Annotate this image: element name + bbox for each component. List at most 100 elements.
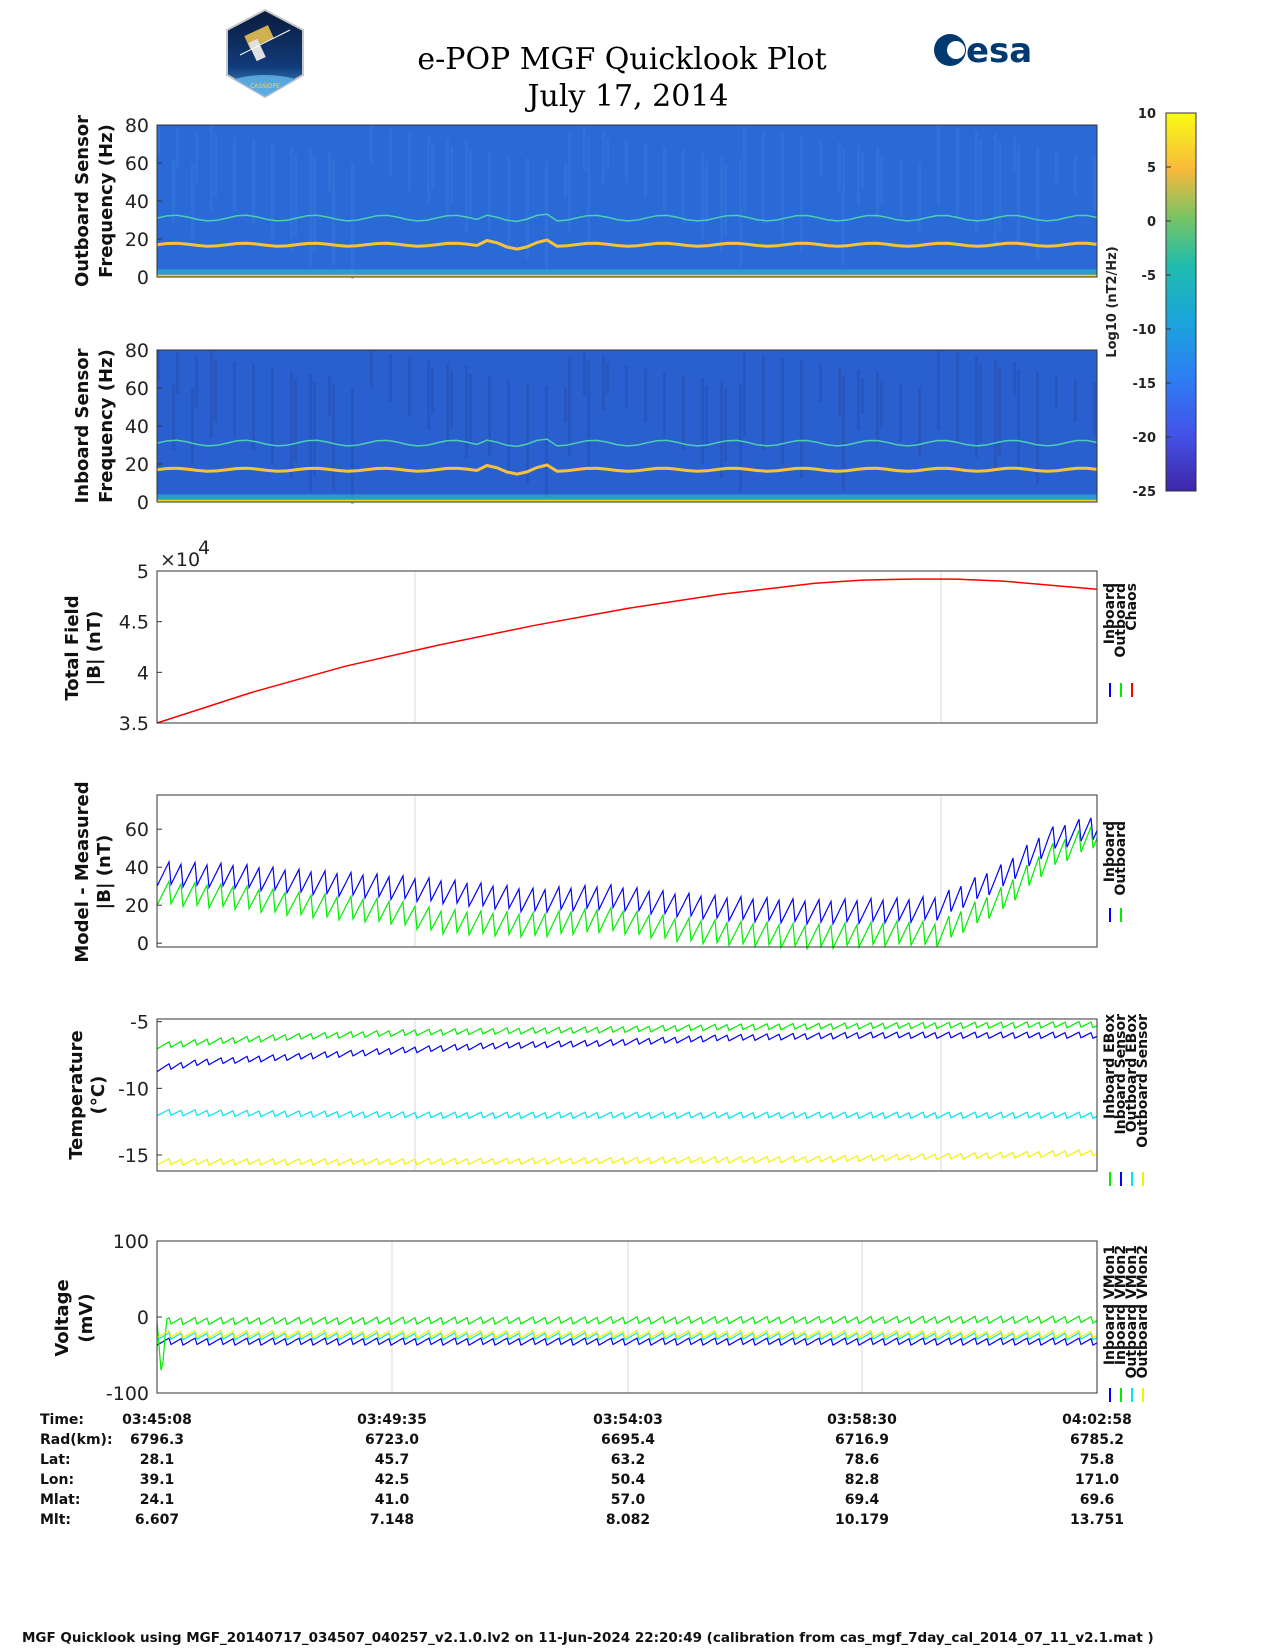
spectrogram-speckle bbox=[408, 132, 411, 191]
ephemeris-cell: 8.082 bbox=[606, 1512, 650, 1528]
panel-outboard-spectrogram: 80 60 40 20 0 Outboard Sensor Frequency (Hz) bbox=[72, 115, 1098, 289]
spectrogram-speckle bbox=[431, 368, 434, 414]
spectrogram-floor-line bbox=[157, 274, 1097, 277]
ytick-label: 20 bbox=[125, 229, 149, 251]
spectrogram-speckle bbox=[857, 145, 860, 205]
spectrogram-speckle bbox=[819, 364, 822, 402]
cassiope-logo: CASSIOPE bbox=[226, 8, 304, 99]
ytick-label: 40 bbox=[125, 191, 149, 213]
spectrogram-speckle bbox=[762, 130, 765, 225]
spectrogram-speckle bbox=[1013, 362, 1016, 396]
spectrogram-speckle bbox=[176, 128, 179, 169]
spectrogram-speckle bbox=[507, 155, 510, 245]
total-field-ylabel-1: Total Field bbox=[62, 595, 83, 700]
spectrogram-speckle bbox=[583, 127, 586, 171]
spectrogram-speckle bbox=[705, 161, 708, 223]
legend-label: Outboard VMon2 bbox=[1135, 1245, 1151, 1379]
temperature-ylabel-2: (°C) bbox=[88, 1076, 109, 1115]
plot-date: July 17, 2014 bbox=[524, 79, 728, 114]
spectrogram-speckle bbox=[956, 128, 959, 219]
spectrogram-speckle bbox=[332, 160, 335, 265]
colorbar-tick: -15 bbox=[1133, 377, 1157, 392]
footer-caption: MGF Quicklook using MGF_20140717_034507_… bbox=[22, 1630, 1154, 1646]
spectrogram-speckle bbox=[663, 147, 666, 211]
spectrogram-speckle bbox=[739, 159, 742, 267]
ephemeris-cell: 6785.2 bbox=[1070, 1432, 1124, 1448]
spectrogram-speckle bbox=[252, 365, 255, 450]
spectrogram-speckle bbox=[370, 351, 373, 388]
spectrogram-speckle bbox=[606, 138, 609, 169]
ephemeris-cell: 42.5 bbox=[375, 1472, 410, 1488]
spectrogram-speckle bbox=[1074, 379, 1077, 422]
spectrogram-speckle bbox=[705, 386, 708, 448]
panel-voltage: 100 0 -100 Voltage (mV) Inboard VMon1Inboa… bbox=[52, 1231, 1151, 1405]
spectrogram-speckle bbox=[1017, 145, 1020, 245]
esa-logo-text: esa bbox=[966, 31, 1032, 71]
spectrogram-band-31hz bbox=[156, 438, 1098, 448]
spectrogram-speckle bbox=[918, 162, 921, 231]
series-inboard bbox=[156, 817, 1098, 927]
spectrogram-speckle bbox=[469, 149, 472, 217]
ytick-label: 4 bbox=[137, 662, 149, 684]
spectrogram-speckle bbox=[252, 140, 255, 225]
inboard-ylabel-1: Inboard Sensor bbox=[72, 348, 93, 503]
legend-label: Outboard bbox=[1113, 583, 1129, 658]
spectrogram-speckle bbox=[602, 355, 605, 410]
spectrogram-speckle bbox=[488, 152, 491, 231]
outboard-spectrogram-bands bbox=[156, 125, 1098, 279]
ephemeris-cell: 75.8 bbox=[1080, 1452, 1115, 1468]
ephemeris-row-label: Lat: bbox=[40, 1452, 71, 1468]
spectrogram-speckle bbox=[899, 384, 902, 442]
spectrogram-speckle bbox=[861, 378, 864, 414]
ephemeris-cell: 69.4 bbox=[845, 1492, 880, 1508]
spectrogram-speckle bbox=[720, 381, 723, 478]
spectrogram-speckle bbox=[663, 372, 666, 436]
spectrogram-speckle bbox=[743, 352, 746, 436]
spectrogram-floor-line bbox=[157, 499, 1097, 502]
spectrogram-speckle bbox=[720, 156, 723, 253]
spectrogram-speckle bbox=[682, 150, 685, 225]
panel-model-measured: 60 40 20 0 Model - Measured |B| (nT) Inboar… bbox=[72, 781, 1129, 962]
outboard-spectrogram-image bbox=[157, 125, 1097, 277]
ytick-label: -100 bbox=[106, 1383, 149, 1405]
spectrogram-speckle bbox=[450, 371, 453, 428]
ephemeris-cell: 45.7 bbox=[375, 1452, 410, 1468]
ytick-label: 60 bbox=[125, 819, 149, 841]
ephemeris-cell: 03:54:03 bbox=[593, 1412, 663, 1428]
spectrogram-speckle bbox=[979, 364, 982, 442]
ytick-label: 4.5 bbox=[119, 612, 149, 634]
ephemeris-cell: 41.0 bbox=[375, 1492, 410, 1508]
ytick-label: 80 bbox=[125, 340, 149, 362]
series-inboard-sensor bbox=[156, 1031, 1098, 1073]
spectrogram-speckle bbox=[431, 143, 434, 189]
spectrogram-speckle bbox=[842, 375, 845, 490]
ephemeris-cell: 6723.0 bbox=[365, 1432, 419, 1448]
panel-temperature: -5 -10 -15 Temperature (°C) Inboard EBoxIn… bbox=[66, 1012, 1151, 1186]
spectrogram-speckle bbox=[739, 384, 742, 492]
spectrogram-speckle bbox=[1055, 151, 1058, 183]
esa-logo: esa bbox=[934, 31, 1032, 71]
inboard-spectrogram-bands bbox=[156, 350, 1098, 504]
ephemeris-cell: 82.8 bbox=[845, 1472, 880, 1488]
spectrogram-speckle bbox=[313, 382, 316, 476]
spectrogram-speckle bbox=[975, 131, 978, 233]
spectrogram-speckle bbox=[176, 353, 179, 394]
ytick-label: 0 bbox=[137, 492, 149, 514]
spectrogram-band-31hz bbox=[156, 213, 1098, 223]
total-field-multiplier-exp: 4 bbox=[198, 537, 210, 559]
ephemeris-cell: 24.1 bbox=[140, 1492, 175, 1508]
series-outboard-vmon2 bbox=[156, 1329, 1098, 1339]
plot-title: e-POP MGF Quicklook Plot bbox=[417, 42, 826, 77]
ytick-label: 40 bbox=[125, 857, 149, 879]
ephemeris-row-label: Time: bbox=[40, 1412, 84, 1428]
temperature-ylabel-1: Temperature bbox=[66, 1030, 87, 1159]
spectrogram-speckle bbox=[191, 163, 194, 239]
series-inboard-vmon2 bbox=[156, 1315, 1098, 1371]
panel-total-field: 5 4.5 4 3.5 ×10 4 Total Field |B| (nT) Inbo… bbox=[62, 537, 1140, 735]
colorbar-tick: -25 bbox=[1133, 485, 1157, 500]
spectrogram-speckle bbox=[781, 358, 784, 464]
spectrogram-speckle bbox=[233, 137, 236, 211]
legend-label: Inboard Sensor bbox=[1113, 1014, 1129, 1135]
series-inboard-ebox bbox=[156, 1020, 1098, 1050]
spectrogram-speckle bbox=[625, 366, 628, 408]
